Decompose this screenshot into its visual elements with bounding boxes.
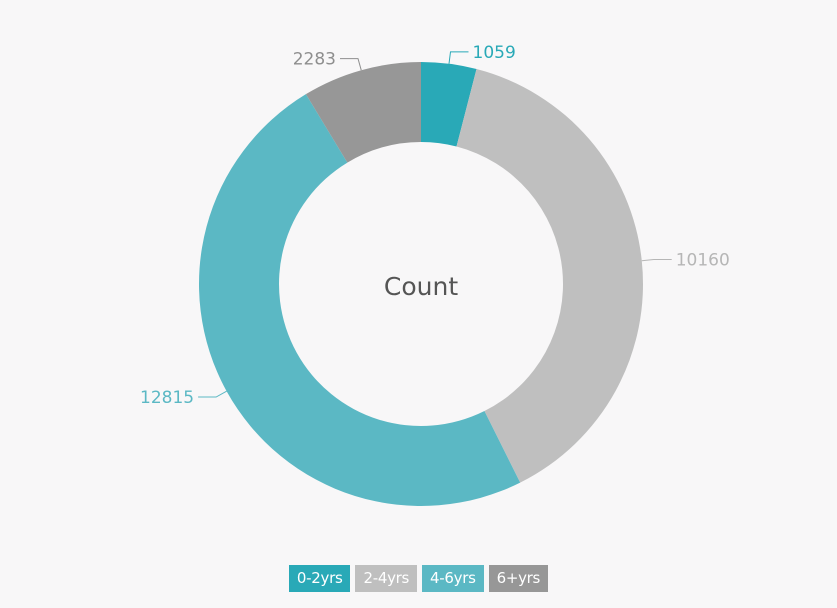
leader-line-6+yrs [340, 58, 362, 71]
legend-item-4-6yrs[interactable]: 4-6yrs [422, 565, 484, 592]
slice-6+yrs[interactable] [305, 62, 421, 163]
slice-0-2yrs[interactable] [421, 62, 477, 147]
slice-2-4yrs[interactable] [456, 69, 643, 483]
slice-labels: 1059 10160 12815 2283 [140, 43, 730, 408]
legend: 0-2yrs 2-4yrs 4-6yrs 6+yrs [0, 565, 837, 592]
data-label-2-4yrs: 10160 [676, 250, 730, 270]
legend-item-2-4yrs[interactable]: 2-4yrs [355, 565, 418, 592]
slices [199, 62, 643, 506]
donut-chart: 1059 10160 12815 2283 Count [140, 43, 730, 506]
data-label-0-2yrs: 1059 [473, 43, 516, 63]
slice-4-6yrs[interactable] [199, 94, 521, 506]
legend-item-6plus-yrs[interactable]: 6+yrs [488, 565, 549, 592]
legend-item-0-2yrs[interactable]: 0-2yrs [288, 565, 351, 592]
leader-line-4-6yrs [198, 390, 227, 398]
data-label-4-6yrs: 12815 [140, 388, 194, 408]
data-label-6+yrs: 2283 [293, 50, 336, 70]
center-label: Count [384, 272, 458, 301]
leader-line-2-4yrs [641, 258, 672, 262]
leader-line-0-2yrs [448, 51, 469, 64]
